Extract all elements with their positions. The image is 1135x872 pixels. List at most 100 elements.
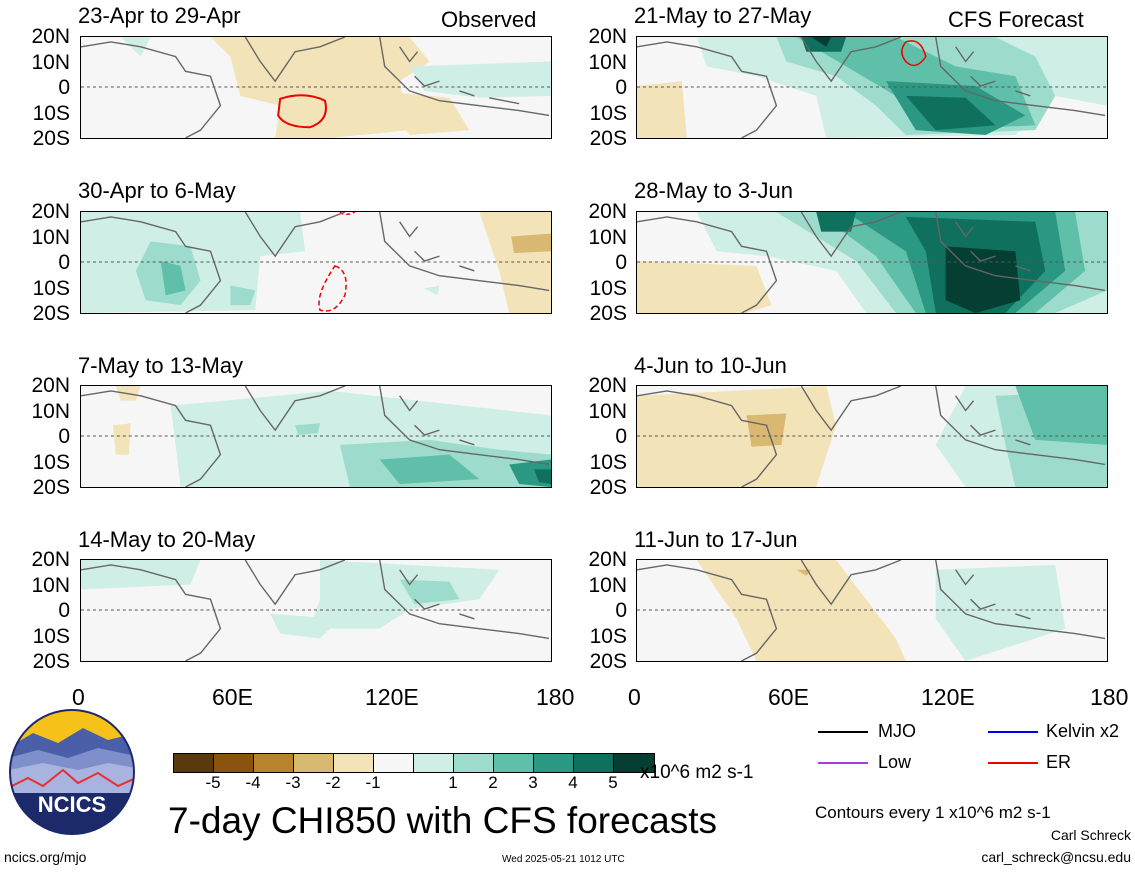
lat-label: 0 <box>615 425 627 448</box>
lat-label: 10S <box>32 277 70 300</box>
colorbar-tick-label: -4 <box>245 773 261 792</box>
colorbar-tick-label: -2 <box>325 773 341 792</box>
lon-label: 0 <box>72 684 85 710</box>
panel-title-fcst-4: 11-Jun to 17-Jun <box>634 527 798 552</box>
colorbar-swatch <box>614 754 654 772</box>
lat-label: 0 <box>58 599 70 622</box>
colorbar-swatch <box>214 754 254 772</box>
panel-title-obs-3: 7-May to 13-May <box>78 353 244 378</box>
lat-label: 0 <box>58 76 70 99</box>
lat-label: 20S <box>589 650 627 673</box>
lon-label: 60E <box>212 684 253 710</box>
lat-label: 20S <box>32 650 70 673</box>
colorbar-swatch <box>494 754 534 772</box>
lat-label: 10N <box>31 574 70 597</box>
lat-label: 0 <box>615 76 627 99</box>
lat-label: 10S <box>32 625 70 648</box>
legend-label-low: Low <box>878 752 912 772</box>
map-panel-obs-4 <box>80 559 552 662</box>
lat-label: 10S <box>589 625 627 648</box>
panel-title-obs-4: 14-May to 20-May <box>78 527 256 552</box>
map-panel-fcst-4 <box>636 559 1108 662</box>
colorbar-tick-label: 4 <box>568 773 578 792</box>
lat-label: 20S <box>32 302 70 325</box>
lat-label: 10S <box>32 102 70 125</box>
panel-title-fcst-2: 28-May to 3-Jun <box>634 178 793 203</box>
panel-title-fcst-1: 21-May to 27-May <box>634 3 812 28</box>
lat-label: 20N <box>588 200 627 223</box>
colorbar-swatch <box>334 754 374 772</box>
legend-label-mjo: MJO <box>878 721 916 741</box>
map-panel-fcst-1 <box>636 36 1108 139</box>
lat-label: 10N <box>588 574 627 597</box>
lat-label: 10S <box>589 277 627 300</box>
lat-label: 20S <box>589 302 627 325</box>
lat-label: 10N <box>31 226 70 249</box>
site-link[interactable]: ncics.org/mjo <box>4 849 87 865</box>
colorbar <box>173 753 655 773</box>
legend-label-kelvin: Kelvin x2 <box>1046 721 1120 741</box>
lat-label: 0 <box>58 251 70 274</box>
legend-line-kelvin <box>988 731 1038 733</box>
logo-text: NCICS <box>38 792 106 817</box>
lat-label: 10S <box>589 102 627 125</box>
lon-label: 180 <box>1090 684 1129 710</box>
panel-title-obs-2: 30-Apr to 6-May <box>78 178 236 203</box>
lat-label: 20S <box>32 127 70 150</box>
ncics-logo: NCICS <box>8 708 136 836</box>
legend-line-mjo <box>818 731 868 733</box>
lon-label: 60E <box>768 684 809 710</box>
lat-label: 20S <box>589 127 627 150</box>
lat-label: 20N <box>31 548 70 571</box>
colorbar-units: x10^6 m2 s-1 <box>640 762 754 783</box>
colorbar-tick-label: 2 <box>488 773 498 792</box>
timestamp: Wed 2025-05-21 1012 UTC <box>502 854 625 865</box>
colorbar-swatch <box>454 754 494 772</box>
author-email[interactable]: carl_schreck@ncsu.edu <box>981 849 1131 865</box>
legend-line-er <box>988 762 1038 764</box>
lat-label: 0 <box>615 251 627 274</box>
lat-label: 20S <box>32 476 70 499</box>
colorbar-tick-label: -1 <box>365 773 381 792</box>
colorbar-tick-label: -5 <box>205 773 221 792</box>
lat-label: 20N <box>31 200 70 223</box>
map-panel-obs-1 <box>80 36 552 139</box>
legend-line-low <box>818 762 868 764</box>
colorbar-swatch <box>534 754 574 772</box>
lat-label: 10N <box>588 51 627 74</box>
colorbar-swatch <box>374 754 414 772</box>
lon-label: 120E <box>365 684 419 710</box>
lat-label: 10N <box>31 400 70 423</box>
lat-label: 20N <box>31 25 70 48</box>
colorbar-swatch <box>414 754 454 772</box>
lon-label: 180 <box>536 684 575 710</box>
lat-label: 20N <box>588 25 627 48</box>
lat-label: 20N <box>588 374 627 397</box>
lat-label: 10S <box>589 451 627 474</box>
lat-label: 0 <box>58 425 70 448</box>
colorbar-tick-label: 5 <box>608 773 618 792</box>
main-title: 7-day CHI850 with CFS forecasts <box>168 800 718 841</box>
colorbar-tick-label: 3 <box>528 773 538 792</box>
colorbar-swatch <box>574 754 614 772</box>
colorbar-swatch <box>294 754 334 772</box>
colorbar-tick-label: 1 <box>448 773 458 792</box>
lat-label: 20N <box>31 374 70 397</box>
lon-label: 0 <box>628 684 641 710</box>
observed-label: Observed <box>441 7 537 32</box>
map-panel-fcst-2 <box>636 211 1108 314</box>
map-panel-fcst-3 <box>636 385 1108 488</box>
lat-label: 20N <box>588 548 627 571</box>
lat-label: 10N <box>588 226 627 249</box>
colorbar-tick-label: -3 <box>285 773 301 792</box>
colorbar-swatch <box>174 754 214 772</box>
lon-label: 120E <box>921 684 975 710</box>
contours-note: Contours every 1 x10^6 m2 s-1 <box>815 803 1051 822</box>
lat-label: 10N <box>588 400 627 423</box>
legend-label-er: ER <box>1046 752 1072 772</box>
lat-label: 0 <box>615 599 627 622</box>
author-name: Carl Schreck <box>1050 827 1131 843</box>
map-panel-obs-3 <box>80 385 552 488</box>
map-panel-obs-2 <box>80 211 552 314</box>
lat-label: 10S <box>32 451 70 474</box>
